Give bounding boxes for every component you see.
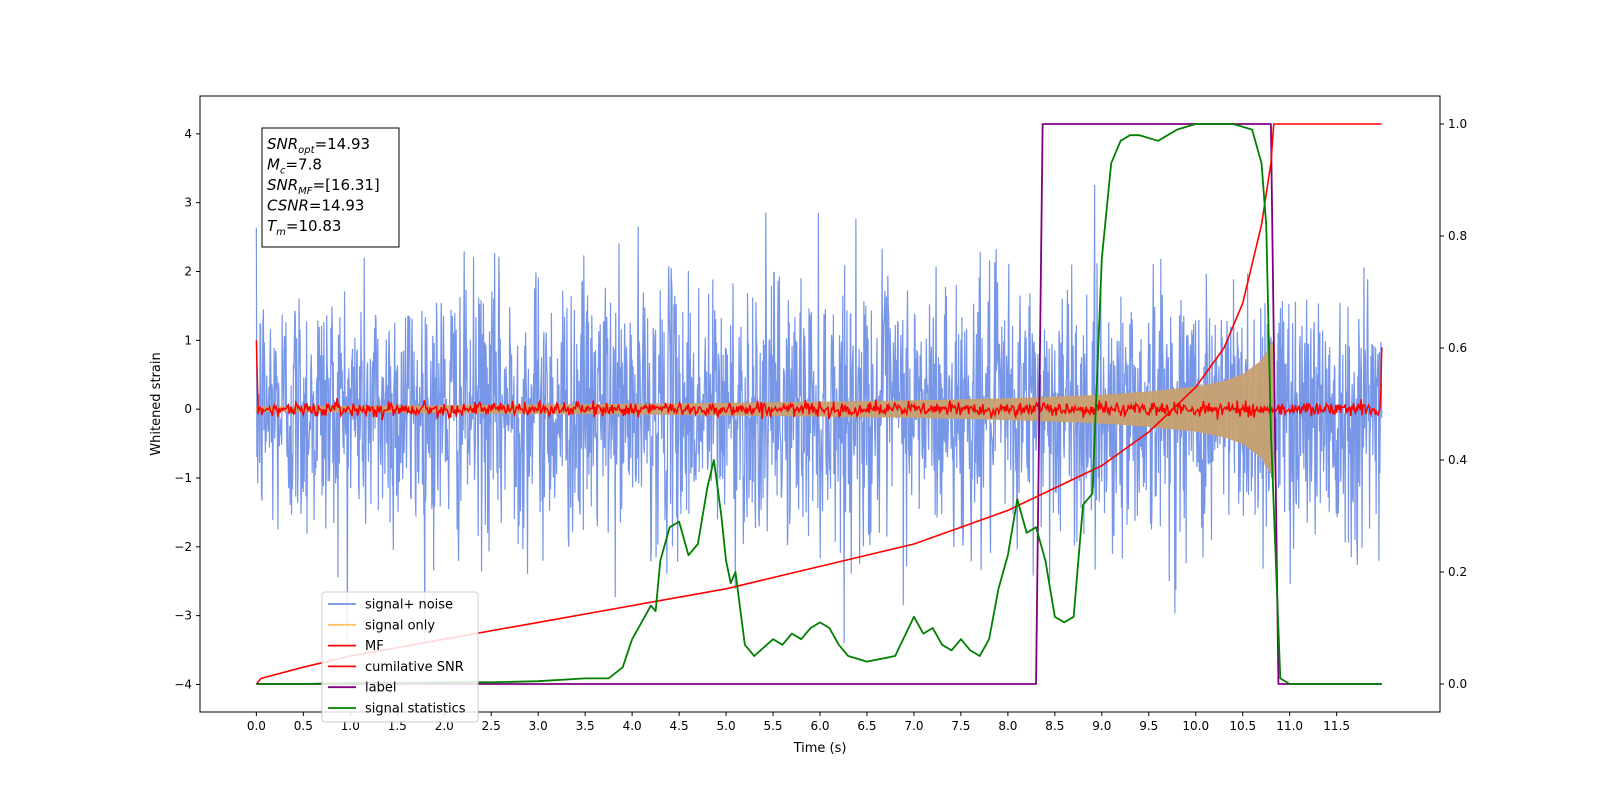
x-tick-label: 0.5 bbox=[294, 719, 313, 733]
y-tick-label: 3 bbox=[184, 196, 192, 210]
legend-label: signal statistics bbox=[365, 702, 466, 717]
x-tick-label: 7.5 bbox=[951, 719, 970, 733]
x-tick-label: 11.0 bbox=[1276, 719, 1303, 733]
series-mf bbox=[255, 340, 1383, 421]
plot-area bbox=[255, 123, 1383, 685]
legend-label: signal only bbox=[365, 618, 435, 633]
x-tick-label: 5.5 bbox=[763, 719, 782, 733]
legend-label: cumilative SNR bbox=[365, 660, 464, 675]
x-tick-label: 11.5 bbox=[1323, 719, 1350, 733]
series-signal-noise bbox=[255, 184, 1383, 644]
x-tick-label: 10.0 bbox=[1182, 719, 1209, 733]
x-tick-label: 3.0 bbox=[529, 719, 548, 733]
x-tick-label: 9.5 bbox=[1139, 719, 1158, 733]
series-signal-statistics bbox=[256, 123, 1382, 685]
x-tick-label: 8.5 bbox=[1045, 719, 1064, 733]
y-tick-label: 2 bbox=[184, 265, 192, 279]
legend-label: MF bbox=[365, 639, 384, 654]
x-tick-label: 4.0 bbox=[623, 719, 642, 733]
y2-tick-label: 0.8 bbox=[1448, 229, 1467, 243]
y2-tick-label: 0.0 bbox=[1448, 677, 1467, 691]
annotation-line: SNRopt=14.93 bbox=[267, 135, 370, 156]
x-tick-label: 6.0 bbox=[810, 719, 829, 733]
y-tick-label: −3 bbox=[174, 609, 192, 623]
annotation-frame bbox=[261, 127, 400, 248]
y-tick-label: −2 bbox=[174, 540, 192, 554]
x-tick-label: 3.5 bbox=[576, 719, 595, 733]
y2-tick-label: 0.4 bbox=[1448, 453, 1467, 467]
y2-tick-label: 1.0 bbox=[1448, 117, 1467, 131]
x-tick-label: 5.0 bbox=[717, 719, 736, 733]
y2-tick-label: 0.2 bbox=[1448, 565, 1467, 579]
x-tick-label: 0.0 bbox=[247, 719, 266, 733]
x-tick-label: 8.0 bbox=[998, 719, 1017, 733]
y-tick-label: −1 bbox=[174, 471, 192, 485]
legend-label: label bbox=[365, 681, 396, 696]
y-axis-label: Whitened strain bbox=[149, 352, 164, 455]
y-tick-label: 1 bbox=[184, 333, 192, 347]
x-tick-label: 6.5 bbox=[857, 719, 876, 733]
x-tick-label: 10.5 bbox=[1229, 719, 1256, 733]
y2-tick-label: 0.6 bbox=[1448, 341, 1467, 355]
annotation-line: SNRMF=[16.31] bbox=[267, 176, 380, 197]
y-tick-label: 0 bbox=[184, 402, 192, 416]
annotation-line: Tm=10.83 bbox=[267, 217, 341, 238]
annotation-box: SNRopt=14.93Mc=7.8SNRMF=[16.31]CSNR=14.9… bbox=[261, 127, 400, 248]
y-tick-label: 4 bbox=[184, 127, 192, 141]
x-tick-label: 4.5 bbox=[670, 719, 689, 733]
annotation-line: Mc=7.8 bbox=[267, 156, 322, 177]
legend-frame bbox=[321, 591, 479, 723]
legend: signal+ noise signal only MF cumilative SNR… bbox=[321, 591, 479, 723]
x-axis-label: Time (s) bbox=[793, 741, 847, 756]
legend-label: signal+ noise bbox=[365, 598, 453, 613]
annotation-line: CSNR=14.93 bbox=[267, 197, 364, 215]
x-tick-label: 2.5 bbox=[482, 719, 501, 733]
x-tick-label: 9.0 bbox=[1092, 719, 1111, 733]
x-tick-label: 7.0 bbox=[904, 719, 923, 733]
y-tick-label: −4 bbox=[174, 677, 192, 691]
